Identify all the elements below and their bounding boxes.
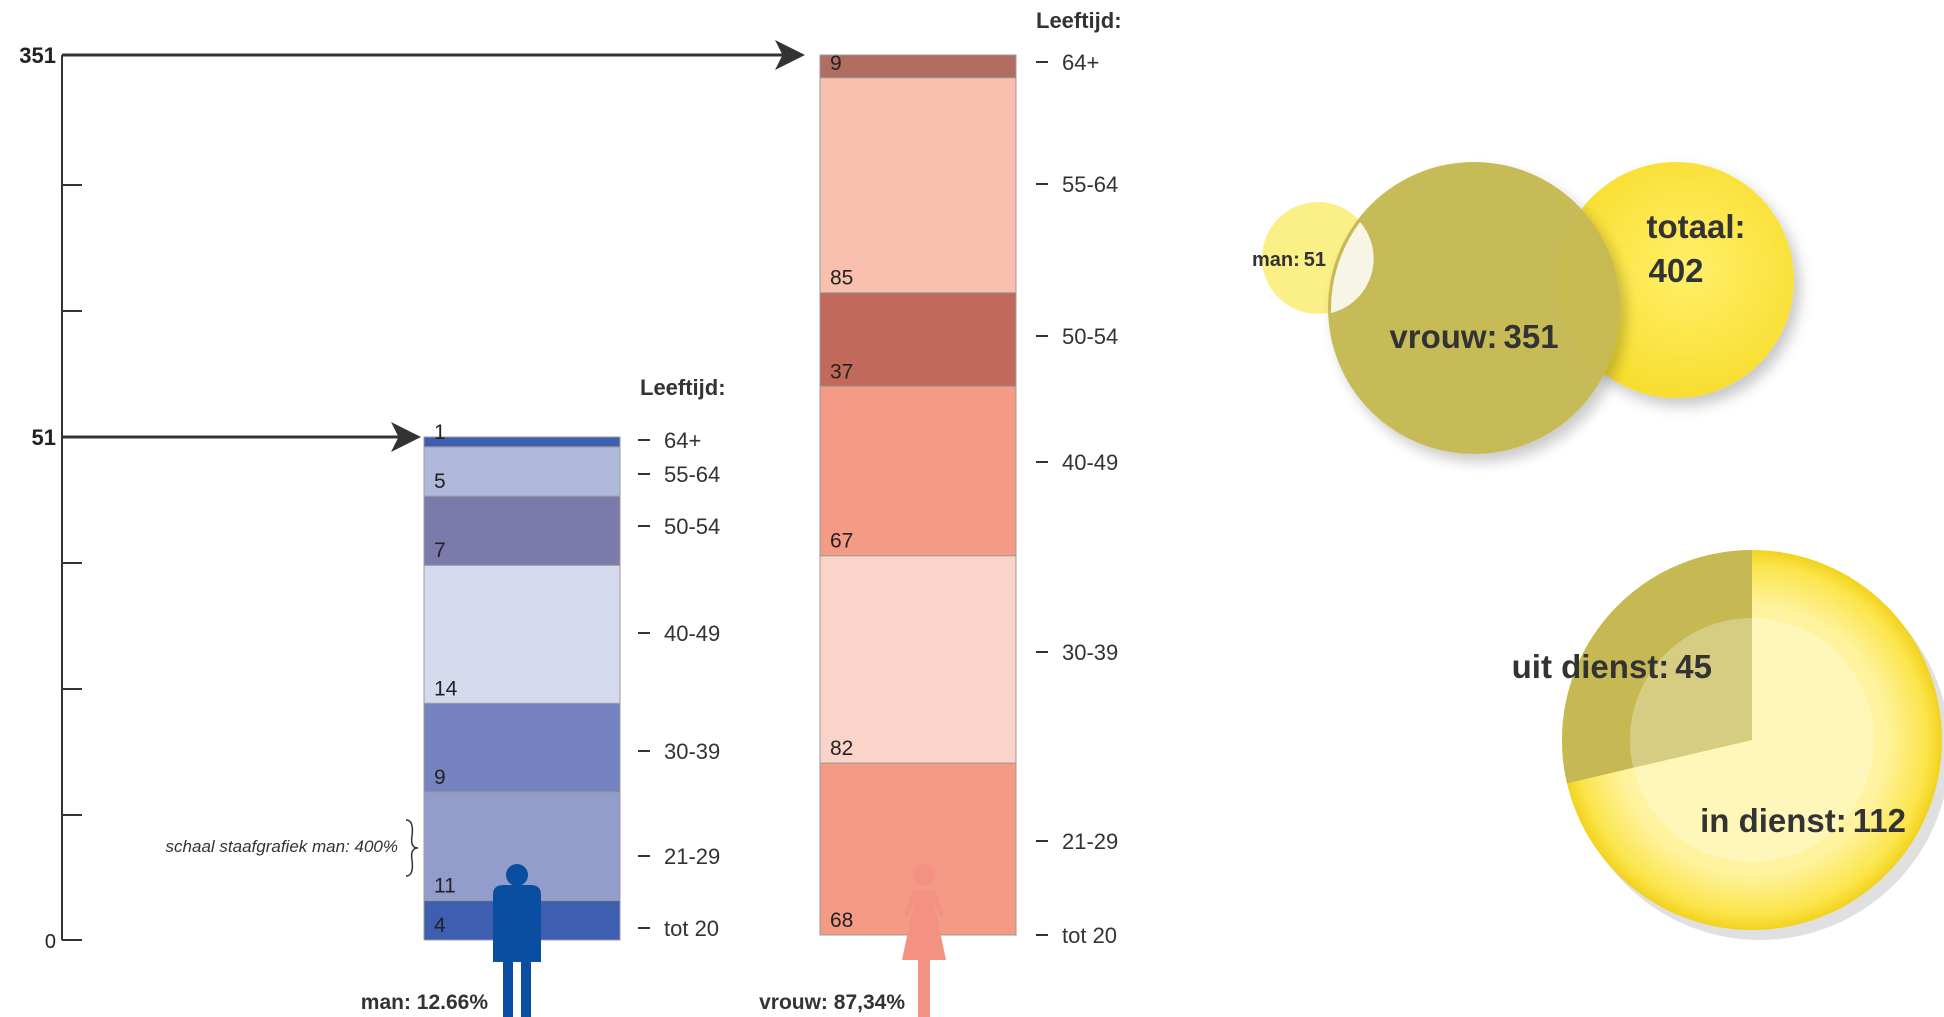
- pie-chart: [1561, 550, 1944, 940]
- age-category-label: tot 20: [664, 916, 719, 941]
- bar-value-label: 68: [830, 909, 853, 932]
- age-category-label: 50-54: [1062, 324, 1118, 349]
- age-category-label: 55-64: [664, 462, 720, 487]
- bar-value-label: 67: [830, 530, 853, 553]
- bar-segment-64-: [819, 54, 1017, 79]
- venn-vrouw-circle: [1328, 162, 1620, 454]
- venn-vrouw-label: vrouw: 351: [1389, 318, 1558, 355]
- age-category-label: 64+: [664, 428, 701, 453]
- venn-totaal-circle: [1558, 162, 1794, 398]
- bar-value-label: 9: [830, 52, 842, 75]
- age-category-label: 21-29: [664, 844, 720, 869]
- age-category-label: 55-64: [1062, 172, 1118, 197]
- bar-value-label: 9: [434, 766, 446, 789]
- pie-in-dienst-label: in dienst: 112: [1700, 802, 1906, 839]
- bar-segment-55-64: [819, 77, 1017, 294]
- age-category-label: 64+: [1062, 50, 1099, 75]
- venn-totaal-label: totaal:: [1647, 208, 1746, 245]
- bar-value-label: 37: [830, 360, 853, 383]
- age-category-label: 40-49: [1062, 450, 1118, 475]
- scale-note: schaal staafgrafiek man: 400%: [166, 837, 398, 856]
- venn-diagram: man: 51 vrouw: 351 totaal: 402: [1252, 162, 1794, 454]
- axis-tick-label: 351: [19, 43, 56, 68]
- bar-value-label: 4: [434, 914, 446, 937]
- age-category-label: 30-39: [664, 739, 720, 764]
- bar-value-label: 85: [830, 267, 853, 290]
- bar-value-label: 82: [830, 737, 853, 760]
- bar-segment-64-: [423, 436, 621, 448]
- bar-value-label: 5: [434, 470, 446, 493]
- man-stacked-bar: 4 11 9 14 7 5 1 tot 20 21-29 30-39 40-49 50-54 55-64…: [423, 421, 720, 941]
- pie-uit-dienst-label: uit dienst: 45: [1512, 648, 1712, 685]
- bar-segment-30-39: [423, 702, 621, 793]
- bar-segment-50-54: [819, 292, 1017, 387]
- vrouw-percentage-label: vrouw: 87,34%: [759, 991, 905, 1014]
- age-category-label: 40-49: [664, 621, 720, 646]
- age-category-label: 30-39: [1062, 640, 1118, 665]
- woman-figure-icon: [902, 864, 946, 1017]
- bar-value-label: 14: [434, 677, 458, 700]
- axis-ticks: 351 51 0: [19, 43, 82, 953]
- venn-totaal-value: 402: [1648, 252, 1703, 289]
- bar-value-label: 11: [434, 875, 456, 898]
- scale-brace: [405, 819, 419, 877]
- bar-segment-55-64: [423, 446, 621, 497]
- venn-man-label: man: 51: [1252, 249, 1326, 271]
- age-category-label: 50-54: [664, 514, 720, 539]
- pie-inner-highlight: [1630, 618, 1874, 862]
- vrouw-age-heading: Leeftijd:: [1036, 8, 1122, 33]
- age-category-label: 21-29: [1062, 829, 1118, 854]
- man-percentage-label: man: 12.66%: [361, 991, 489, 1014]
- venn-overlap: [1330, 222, 1374, 313]
- axis-tick-label: 0: [45, 931, 56, 953]
- axis-tick-label: 51: [32, 425, 56, 450]
- bar-segment-30-39: [819, 555, 1017, 764]
- age-category-label: tot 20: [1062, 923, 1117, 948]
- vrouw-stacked-bar: 68 82 67 37 85 9 tot 20 21-29 30-39 40-49 50-54 55-…: [819, 50, 1118, 948]
- bar-segment-40-49: [423, 564, 621, 704]
- bar-segment-50-54: [423, 495, 621, 566]
- bar-segment-40-49: [819, 385, 1017, 557]
- bar-value-label: 1: [434, 421, 446, 444]
- man-figure-icon: [493, 864, 541, 1017]
- man-age-heading: Leeftijd:: [640, 375, 726, 400]
- bar-value-label: 7: [434, 539, 446, 562]
- pie-slice-uit-dienst: [1561, 550, 1752, 784]
